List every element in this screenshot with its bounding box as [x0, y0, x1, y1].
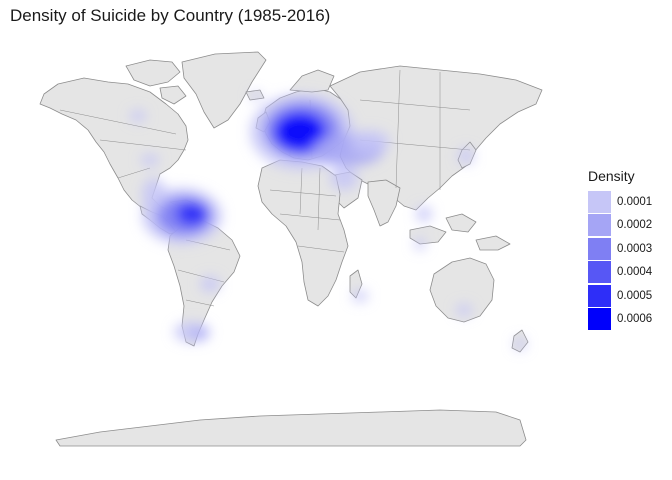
legend-label: 0.0002 — [617, 219, 653, 232]
legend-row: 0.0001 — [588, 190, 652, 214]
legend-row: 0.0003 — [588, 237, 652, 261]
legend-swatch — [588, 284, 611, 307]
legend-label: 0.0003 — [617, 242, 653, 255]
legend-label: 0.0004 — [617, 266, 653, 279]
legend-title: Density — [588, 168, 635, 184]
australia — [429, 257, 495, 323]
legend-row: 0.0004 — [588, 261, 652, 285]
legend-row: 0.0006 — [588, 308, 652, 332]
legend-row: 0.0002 — [588, 214, 652, 238]
legend: Density 0.0001 0.0002 0.0003 0.0004 0.0005 0.… — [588, 168, 652, 331]
chart-title: Density of Suicide by Country (1985-2016… — [10, 6, 331, 25]
legend-label: 0.0006 — [617, 313, 653, 326]
legend-swatch — [588, 261, 611, 284]
antarctica — [55, 409, 527, 447]
legend-swatch — [588, 308, 611, 331]
legend-label: 0.0005 — [617, 289, 653, 302]
legend-row: 0.0005 — [588, 284, 652, 308]
legend-label: 0.0001 — [617, 195, 653, 208]
legend-swatch — [588, 214, 611, 237]
legend-swatch — [588, 190, 611, 213]
greenland — [181, 51, 267, 129]
africa — [257, 159, 349, 307]
legend-swatch — [588, 237, 611, 260]
legend-items: 0.0001 0.0002 0.0003 0.0004 0.0005 0.0006 — [588, 190, 652, 331]
density-overlay — [130, 92, 526, 350]
density-europe-core — [274, 112, 326, 152]
arctic-islands — [125, 59, 181, 87]
